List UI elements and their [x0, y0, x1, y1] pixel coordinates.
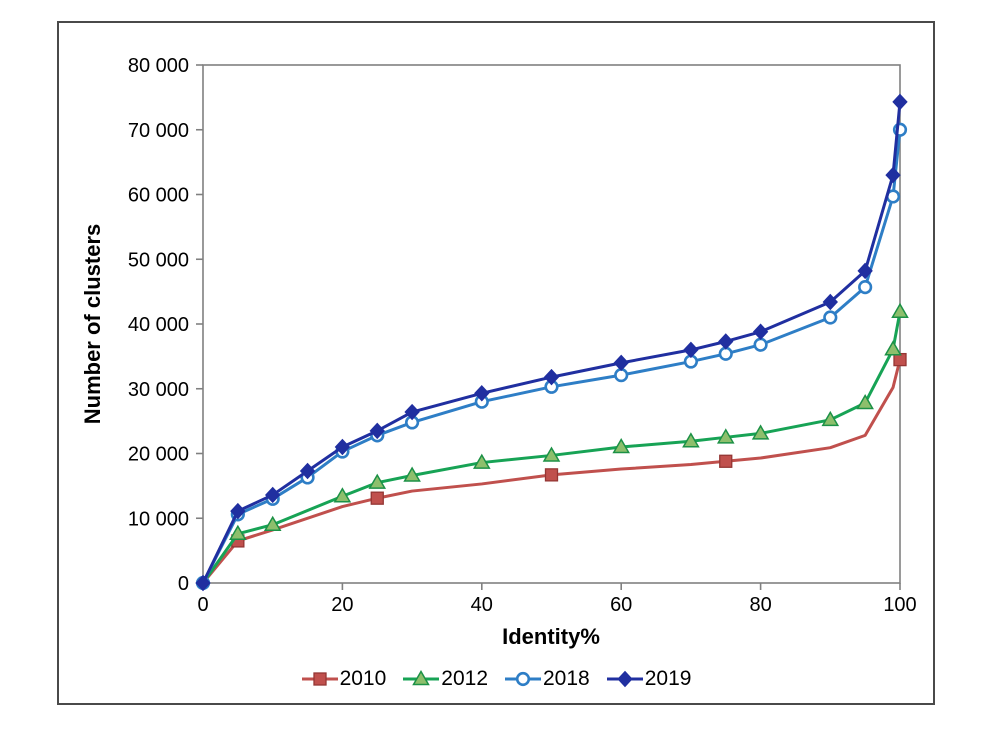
series-marker-2018 — [823, 310, 838, 325]
series-marker-2012 — [542, 446, 561, 462]
legend-item-2012: 2012 — [402, 667, 488, 691]
x-tick-label: 20 — [331, 594, 353, 616]
series-marker-2012 — [884, 340, 902, 356]
x-tick-label: 0 — [197, 594, 208, 616]
series-marker-2019 — [404, 403, 420, 421]
series-marker-2019 — [752, 323, 769, 341]
x-tick-label: 40 — [471, 594, 493, 616]
y-tick-label: 30 000 — [128, 379, 189, 401]
series-marker-2019 — [474, 385, 490, 402]
y-axis-title: Number of clusters — [80, 223, 105, 425]
legend-item-2019: 2019 — [606, 667, 692, 691]
series-line-2010 — [201, 358, 902, 585]
series-marker-2019 — [718, 333, 734, 350]
series-marker-2012 — [612, 438, 630, 454]
plot-frame — [202, 64, 901, 584]
legend-item-2010: 2010 — [301, 667, 387, 691]
legend-item-2018: 2018 — [504, 667, 590, 691]
legend-marker-2018 — [515, 671, 531, 687]
series-marker-2019 — [299, 462, 316, 480]
series-2019 — [195, 93, 908, 592]
legend-marker-2012 — [412, 669, 431, 686]
series-line-2012 — [201, 310, 902, 585]
legend-label-2012: 2012 — [441, 667, 488, 690]
legend-swatch-square-icon — [301, 672, 338, 686]
series-marker-2019 — [195, 574, 211, 592]
series-marker-2019 — [369, 422, 385, 440]
series-marker-2010 — [719, 454, 733, 468]
legend: 2010 2012 2018 2019 — [57, 662, 935, 696]
y-tick-label: 40 000 — [128, 314, 189, 336]
series-marker-2019 — [265, 486, 281, 504]
series-2012 — [201, 302, 909, 585]
series-marker-2012 — [751, 424, 770, 440]
legend-label-2019: 2019 — [644, 667, 692, 690]
legend-swatch-triangle-icon — [403, 669, 440, 686]
y-tick-label: 50 000 — [128, 249, 189, 271]
legend-marker-2019 — [617, 670, 633, 688]
series-line-2018 — [201, 128, 902, 585]
x-tick-label: 60 — [610, 594, 632, 616]
series-2018 — [195, 122, 908, 591]
series-marker-2012 — [403, 466, 421, 482]
y-tick-label: 10 000 — [128, 508, 189, 530]
series-marker-2018 — [614, 368, 629, 383]
series-marker-2010 — [370, 491, 384, 505]
series-marker-2012 — [333, 487, 352, 503]
series-marker-2018 — [718, 346, 733, 361]
series-marker-2019 — [857, 262, 873, 280]
series-marker-2019 — [613, 354, 629, 372]
series-marker-2019 — [543, 368, 560, 386]
legend-swatch-diamond-icon — [606, 670, 643, 688]
x-tick-label: 80 — [749, 594, 771, 616]
y-tick-label: 70 000 — [128, 120, 189, 142]
series-marker-2019 — [892, 93, 908, 111]
series-marker-2012 — [891, 302, 909, 318]
series-marker-2019 — [822, 293, 838, 311]
legend-label-2010: 2010 — [339, 667, 387, 690]
series-marker-2012 — [682, 432, 700, 448]
series-marker-2012 — [821, 410, 840, 427]
y-tick-label: 20 000 — [128, 444, 189, 466]
legend-label-2018: 2018 — [543, 667, 590, 690]
series-marker-2019 — [334, 438, 351, 456]
y-tick-label: 80 000 — [128, 55, 189, 77]
series-marker-2019 — [683, 341, 699, 359]
series-marker-2012 — [856, 393, 874, 410]
y-tick-label: 60 000 — [128, 185, 189, 207]
y-tick-label: 0 — [178, 573, 189, 595]
series-marker-2012 — [229, 524, 247, 541]
series-marker-2012 — [716, 428, 735, 444]
series-marker-2010 — [544, 468, 559, 482]
series-marker-2012 — [473, 453, 491, 469]
legend-swatch-circle-icon — [505, 671, 541, 687]
series-marker-2019 — [230, 502, 246, 520]
x-axis-title: Identity% — [502, 624, 600, 649]
series-marker-2018 — [753, 337, 768, 352]
series-marker-2019 — [885, 166, 901, 184]
series-marker-2012 — [263, 515, 282, 531]
legend-marker-2010 — [312, 672, 327, 686]
x-tick-label: 100 — [883, 594, 916, 616]
series-marker-2012 — [368, 473, 387, 489]
series-marker-2018 — [858, 279, 873, 295]
